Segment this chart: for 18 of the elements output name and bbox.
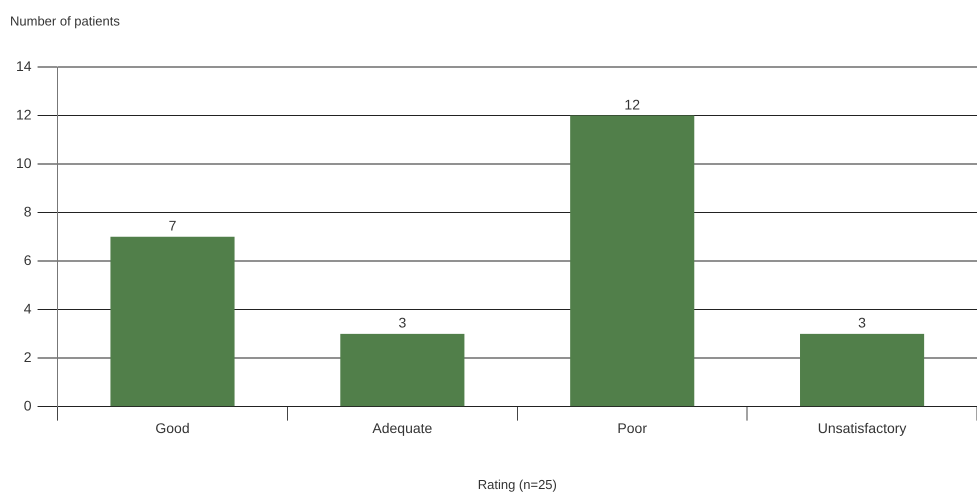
y-tick-label: 8 — [24, 203, 32, 220]
y-tick-label: 14 — [16, 58, 32, 74]
x-tick-label: Poor — [617, 420, 648, 436]
y-tick-label: 4 — [24, 300, 32, 316]
data-label: 3 — [398, 314, 406, 331]
y-tick-label: 2 — [24, 348, 32, 365]
y-axis-title: Number of patients — [10, 14, 120, 29]
x-tick-label: Good — [155, 420, 190, 436]
y-tick-label: 12 — [16, 106, 32, 122]
data-label: 3 — [858, 314, 866, 331]
y-tick-label: 0 — [24, 397, 32, 414]
x-tick-label: Unsatisfactory — [818, 420, 906, 436]
x-axis-title: Rating (n=25) — [478, 476, 557, 492]
x-tick-label: Adequate — [372, 420, 433, 436]
y-tick-label: 10 — [16, 154, 32, 171]
data-label: 7 — [168, 218, 177, 234]
y-tick-label: 6 — [24, 252, 32, 268]
data-label: 12 — [624, 96, 640, 112]
